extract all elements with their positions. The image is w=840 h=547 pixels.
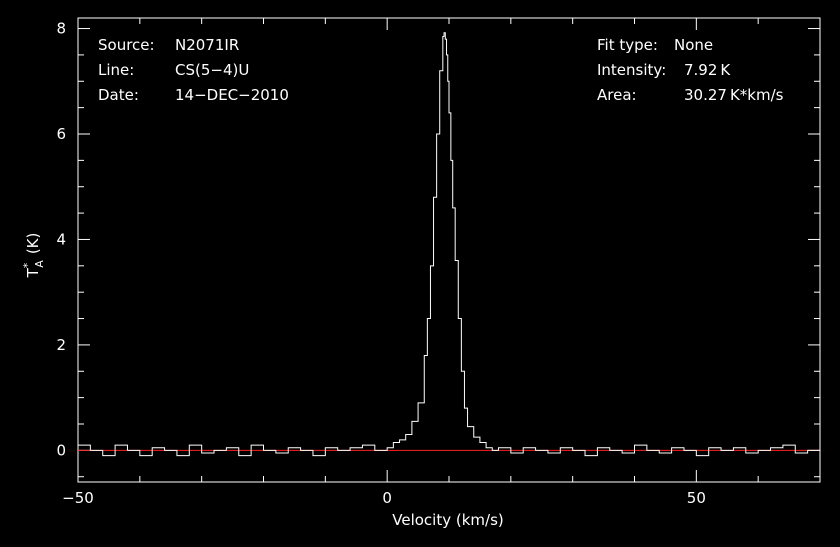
annotation-intensity-key: Intensity:: [597, 61, 666, 79]
axis-ticks: [77, 18, 821, 482]
y-tick-label: 2: [56, 336, 66, 354]
svg-text:T*A(K): T*A (K): [21, 233, 46, 279]
y-tick-label: 8: [56, 20, 66, 38]
y-axis-label-main: T: [24, 267, 42, 278]
annotation-block-left: Source: N2071IR Line: CS(5−4)U Date: 14−…: [98, 36, 289, 104]
annotation-fit-type-key: Fit type:: [597, 36, 658, 54]
x-tick-label: 0: [382, 489, 392, 507]
annotation-date-key: Date:: [98, 86, 139, 104]
y-axis-label-unit: (K): [24, 233, 42, 255]
annotation-line-key: Line:: [98, 61, 134, 79]
annotation-source-value: N2071IR: [175, 36, 239, 54]
spectrum-series-line: [78, 32, 821, 457]
x-axis-label: Velocity (km/s): [392, 511, 503, 529]
y-tick-label: 0: [56, 441, 66, 459]
y-axis-label-sup: *: [21, 262, 34, 268]
annotation-date-value: 14−DEC−2010: [175, 86, 289, 104]
annotation-area-key: Area:: [597, 86, 637, 104]
y-tick-label: 4: [56, 230, 66, 248]
annotation-area-value: 30.27 K*km/s: [684, 86, 784, 104]
annotation-intensity-value: 7.92 K: [684, 61, 731, 79]
y-tick-label: 6: [56, 125, 66, 143]
annotation-line-value: CS(5−4)U: [175, 61, 249, 79]
annotation-block-right: Fit type: None Intensity: 7.92 K Area: 3…: [597, 36, 784, 104]
x-tick-label: 50: [687, 489, 706, 507]
x-tick-label: −50: [62, 489, 94, 507]
y-axis-label: T*A (K): [21, 233, 46, 279]
axis-tick-labels: −50 0 50 0 2 4 6 8: [56, 20, 705, 507]
y-axis-label-sub: A: [33, 260, 46, 268]
annotation-fit-type-value: None: [674, 36, 713, 54]
annotation-source-key: Source:: [98, 36, 155, 54]
